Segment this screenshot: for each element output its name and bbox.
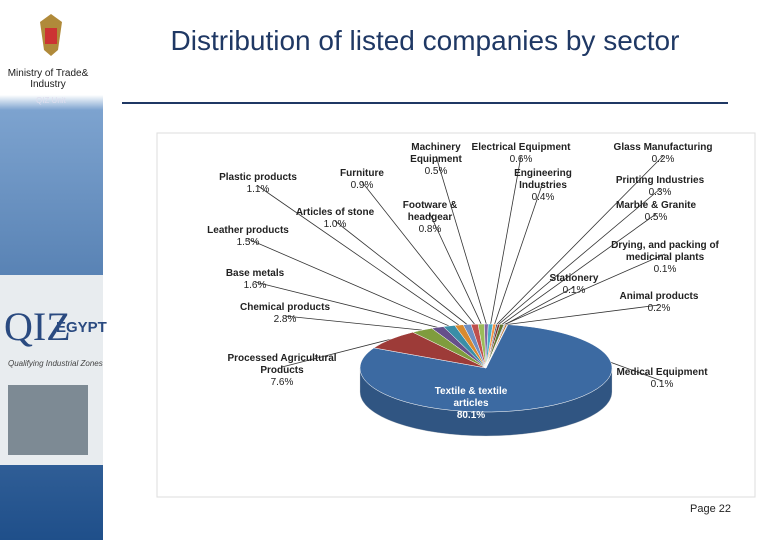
category-name: Leather products [207, 225, 289, 236]
category-name: Electrical Equipment [471, 142, 571, 153]
unit: QIZ Unit [36, 96, 66, 105]
slice-label: Glass Manufacturing 0.2% [603, 142, 723, 166]
category-name: Machinery Equipment [410, 142, 462, 165]
value-label: 0.5% [424, 166, 448, 177]
slice-label: Medical Equipment 0.1% [607, 367, 717, 391]
leader-line [506, 304, 660, 325]
leader-line [501, 213, 657, 325]
category-name: Medical Equipment [616, 367, 708, 378]
logo-main: QIZ [4, 304, 71, 349]
leader-line [504, 286, 575, 325]
slice-label: Articles of stone 1.0% [285, 207, 385, 231]
slice-label: Engineering Industries 0.4% [503, 168, 583, 204]
value-label: 2.8% [273, 314, 297, 325]
value-label: 80.1% [456, 410, 486, 421]
emblem [40, 14, 62, 56]
value-label: 1.6% [243, 280, 267, 291]
category-name: Animal products [619, 291, 699, 302]
leader-line [490, 155, 522, 325]
leader-line [254, 281, 438, 328]
page-number: Page 22 [690, 503, 731, 515]
value-label: 0.6% [509, 154, 533, 165]
category-name: Footware & headgear [402, 200, 458, 223]
leader-line [496, 155, 664, 325]
category-name: Glass Manufacturing [613, 142, 713, 153]
leader-line [334, 220, 468, 325]
category-name: Plastic products [219, 172, 297, 183]
logo-side: EGYPT [56, 319, 107, 336]
value-label: 0.2% [647, 303, 671, 314]
slice-label: Base metals 1.6% [215, 268, 295, 292]
slice-label: Drying, and packing of medicinal plants 0… [605, 240, 725, 276]
category-name: Printing Industries [615, 175, 705, 186]
leader-line [435, 155, 487, 325]
leader-line [281, 338, 391, 368]
value-label: 0.9% [350, 180, 374, 191]
category-name: Textile & textile articles [434, 386, 508, 409]
value-label: 0.5% [644, 212, 668, 223]
slice-label: Machinery Equipment 0.5% [401, 142, 471, 178]
leader-line [284, 315, 423, 331]
logo: QIZ EGYPT Qualifying Industrial Zones [0, 275, 107, 465]
value-label: 1.0% [323, 219, 347, 230]
value-label: 0.1% [650, 379, 674, 390]
slice [359, 324, 613, 413]
category-name: Chemical products [239, 302, 331, 313]
category-name: Drying, and packing of medicinal plants [611, 240, 719, 263]
value-label: 7.6% [270, 377, 294, 388]
slice-label: Processed Agricultural Products 7.6% [217, 353, 347, 389]
leader-line [247, 238, 450, 327]
leader-line [361, 181, 475, 325]
value-label: 1.1% [246, 184, 270, 195]
value-label: 0.3% [648, 187, 672, 198]
slice-label: Textile & textile articles 80.1% [426, 386, 516, 422]
slice [485, 324, 509, 369]
sidebar: Ministry of Trade& Industry QIZ Unit QIZ… [0, 0, 107, 540]
value-label: 0.8% [418, 224, 442, 235]
category-name: Marble & Granite [615, 200, 697, 211]
leader-line [429, 213, 482, 325]
leader-line [494, 181, 544, 325]
slice-label: Stationery 0.1% [539, 273, 609, 297]
category-name: Articles of stone [295, 207, 375, 218]
slice-label: Animal products 0.2% [604, 291, 714, 315]
logo-tagline: Qualifying Industrial Zones [8, 359, 103, 368]
leader-line [257, 185, 460, 326]
category-name: Furniture [340, 168, 384, 179]
value-label: 0.1% [653, 264, 677, 275]
value-label: 0.4% [531, 192, 555, 203]
slice-label: Chemical products 2.8% [225, 302, 345, 326]
slice-label: Plastic products 1.1% [208, 172, 308, 196]
value-label: 0.1% [562, 285, 586, 296]
title-rule [122, 102, 728, 104]
category-name: Stationery [549, 273, 599, 284]
slice-label: Marble & Granite 0.5% [601, 200, 711, 224]
leader-line [504, 253, 666, 325]
leader-line [498, 188, 661, 325]
value-label: 1.5% [236, 237, 260, 248]
category-name: Processed Agricultural Products [227, 353, 337, 376]
slice-label: Furniture 0.9% [332, 168, 392, 192]
ministry: Ministry of Trade& Industry [7, 68, 89, 90]
slice-label: Leather products 1.5% [198, 225, 298, 249]
category-name: Base metals [225, 268, 285, 279]
category-name: Engineering Industries [514, 168, 572, 191]
chart-area [156, 132, 756, 498]
slice-label: Electrical Equipment 0.6% [461, 142, 581, 166]
slice-label: Printing Industries 0.3% [605, 175, 715, 199]
value-label: 0.2% [651, 154, 675, 165]
slice-label: Footware & headgear 0.8% [395, 200, 465, 236]
ship [8, 385, 88, 455]
title: Distribution of listed companies by sect… [170, 25, 680, 56]
